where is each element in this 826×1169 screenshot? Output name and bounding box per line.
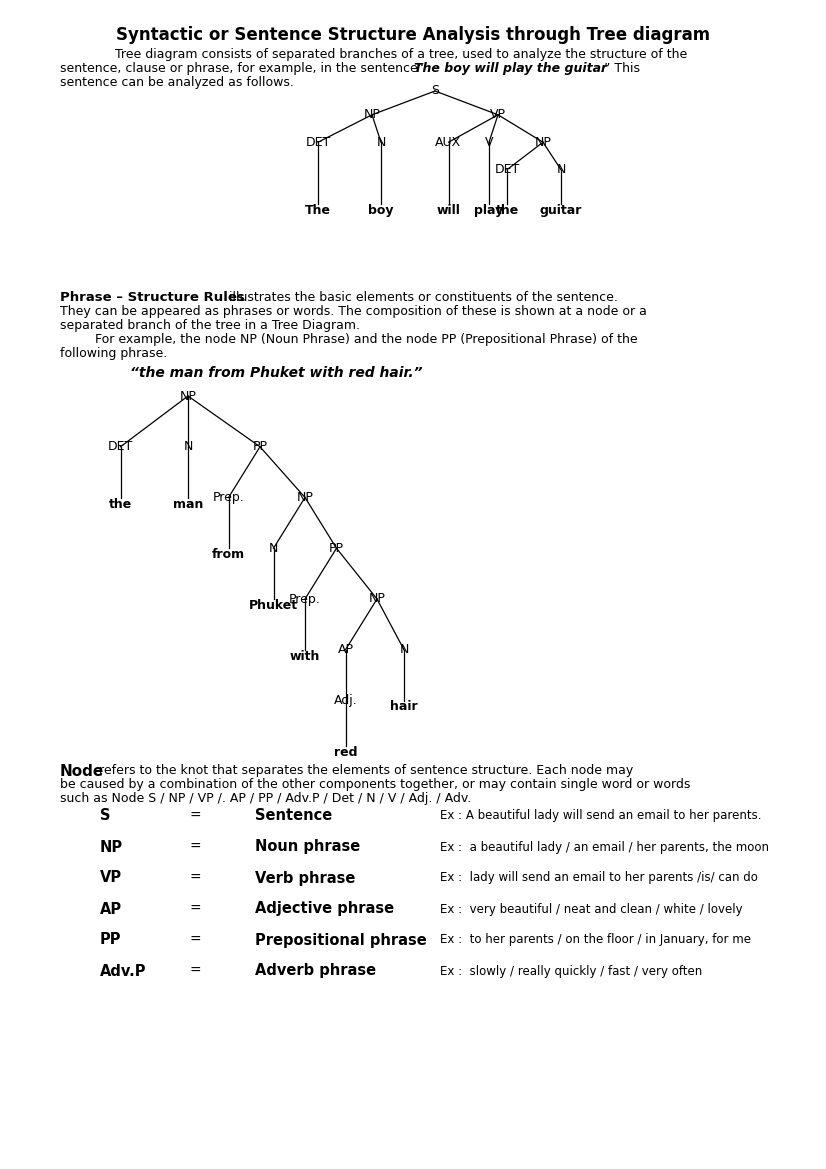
Text: NP: NP [363,109,381,122]
Text: DET: DET [495,164,520,177]
Text: Prep.: Prep. [212,491,244,504]
Text: N: N [377,136,386,148]
Text: N: N [183,441,192,454]
Text: Node: Node [60,765,104,779]
Text: .” This: .” This [600,62,640,75]
Text: AP: AP [338,643,354,656]
Text: sentence can be analyzed as follows.: sentence can be analyzed as follows. [60,76,294,89]
Text: V: V [485,136,493,148]
Text: Verb phrase: Verb phrase [255,871,355,885]
Text: Ex :  very beautiful / neat and clean / white / lovely: Ex : very beautiful / neat and clean / w… [440,902,743,915]
Text: PP: PP [100,933,121,948]
Text: Adverb phrase: Adverb phrase [255,963,376,978]
Text: NP: NP [100,839,123,855]
Text: play: play [474,205,504,217]
Text: separated branch of the tree in a Tree Diagram.: separated branch of the tree in a Tree D… [60,319,360,332]
Text: red: red [334,746,358,759]
Text: Syntactic or Sentence Structure Analysis through Tree diagram: Syntactic or Sentence Structure Analysis… [116,26,710,44]
Text: be caused by a combination of the other components together, or may contain sing: be caused by a combination of the other … [60,779,691,791]
Text: Tree diagram consists of separated branches of a tree, used to analyze the struc: Tree diagram consists of separated branc… [115,48,687,61]
Text: Prep.: Prep. [289,593,320,606]
Text: Adv.P: Adv.P [100,963,146,978]
Text: AP: AP [100,901,122,916]
Text: Sentence: Sentence [255,809,332,823]
Text: Phuket: Phuket [249,599,298,613]
Text: N: N [557,164,566,177]
Text: =: = [189,902,201,916]
Text: The: The [305,205,331,217]
Text: =: = [189,871,201,885]
Text: boy: boy [368,205,394,217]
Text: “the man from Phuket with red hair.”: “the man from Phuket with red hair.” [130,366,423,380]
Text: NP: NP [297,491,313,504]
Text: NP: NP [534,136,552,148]
Text: The boy will play the guitar: The boy will play the guitar [414,62,607,75]
Text: NP: NP [368,593,386,606]
Text: such as Node S / NP / VP /. AP / PP / Adv.P / Det / N / V / Adj. / Adv.: such as Node S / NP / VP /. AP / PP / Ad… [60,793,472,805]
Text: S: S [431,84,439,97]
Text: the: the [109,498,132,511]
Text: Noun phrase: Noun phrase [255,839,360,855]
Text: will: will [437,205,460,217]
Text: DET: DET [306,136,330,148]
Text: Prepositional phrase: Prepositional phrase [255,933,427,948]
Text: Adjective phrase: Adjective phrase [255,901,394,916]
Text: Ex :  lady will send an email to her parents /is/ can do: Ex : lady will send an email to her pare… [440,872,758,885]
Text: with: with [290,650,320,663]
Text: =: = [189,841,201,855]
Text: Ex :  to her parents / on the floor / in January, for me: Ex : to her parents / on the floor / in … [440,934,751,947]
Text: N: N [399,643,409,656]
Text: VP: VP [100,871,122,885]
Text: Ex :  slowly / really quickly / fast / very often: Ex : slowly / really quickly / fast / ve… [440,964,702,977]
Text: =: = [189,809,201,823]
Text: PP: PP [329,541,344,555]
Text: Ex : A beautiful lady will send an email to her parents.: Ex : A beautiful lady will send an email… [440,809,762,823]
Text: illustrates the basic elements or constituents of the sentence.: illustrates the basic elements or consti… [225,291,618,304]
Text: Ex :  a beautiful lady / an email / her parents, the moon: Ex : a beautiful lady / an email / her p… [440,841,769,853]
Text: following phrase.: following phrase. [60,347,167,360]
Text: guitar: guitar [540,205,582,217]
Text: They can be appeared as phrases or words. The composition of these is shown at a: They can be appeared as phrases or words… [60,305,647,318]
Text: PP: PP [253,441,268,454]
Text: Adj.: Adj. [334,694,358,707]
Text: =: = [189,964,201,978]
Text: S: S [100,809,111,823]
Text: VP: VP [490,109,506,122]
Text: For example, the node NP (Noun Phrase) and the node PP (Prepositional Phrase) of: For example, the node NP (Noun Phrase) a… [95,333,638,346]
Text: from: from [212,548,245,561]
Text: =: = [189,933,201,947]
Text: the: the [496,205,519,217]
Text: N: N [268,541,278,555]
Text: man: man [173,498,203,511]
Text: AUX: AUX [435,136,462,148]
Text: NP: NP [179,389,197,402]
Text: refers to the knot that separates the elements of sentence structure. Each node : refers to the knot that separates the el… [95,765,634,777]
Text: DET: DET [108,441,133,454]
Text: sentence, clause or phrase, for example, in the sentence“: sentence, clause or phrase, for example,… [60,62,424,75]
Text: hair: hair [390,700,418,713]
Text: Phrase – Structure Rules: Phrase – Structure Rules [60,291,244,304]
